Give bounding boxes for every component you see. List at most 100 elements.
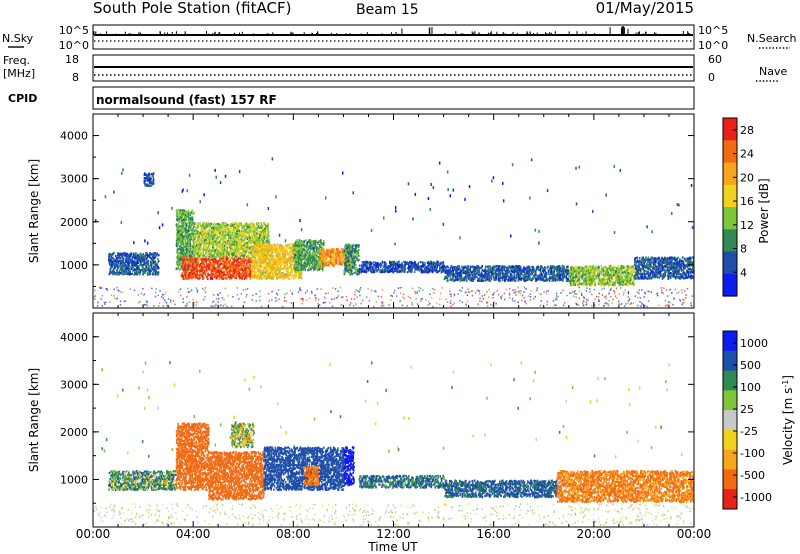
echo-cell: [218, 243, 220, 246]
echo-cell: [187, 229, 189, 232]
echo-cell: [134, 261, 137, 264]
echo-cell: [253, 274, 255, 277]
echo-cell: [253, 223, 255, 226]
echo-cell: [218, 269, 220, 272]
echo-cell: [184, 252, 186, 255]
echo-cell: [120, 260, 122, 263]
ground-scatter-cell: [278, 298, 280, 300]
sparse-echo-cell: [646, 225, 648, 229]
echo-cell: [264, 232, 267, 235]
echo-cell: [191, 232, 193, 235]
sparse-echo-cell: [199, 200, 201, 204]
echo-cell: [196, 249, 199, 253]
echo-cell: [250, 235, 252, 238]
echo-cell: [255, 229, 257, 232]
echo-cell: [258, 244, 260, 247]
ground-scatter-cell: [336, 296, 338, 299]
ground-scatter-cell: [503, 298, 506, 301]
echo-cell: [128, 254, 131, 258]
echo-cell: [176, 237, 179, 240]
ground-scatter-cell: [105, 288, 107, 290]
echo-cell: [153, 182, 155, 185]
ground-scatter-cell: [329, 302, 331, 304]
echo-cell: [249, 258, 251, 261]
echo-cell: [111, 271, 113, 274]
ground-scatter-cell: [204, 287, 207, 289]
ground-scatter-cell: [439, 303, 441, 306]
echo-cell: [177, 237, 179, 240]
echo-cell: [146, 267, 149, 270]
echo-cell: [180, 253, 182, 257]
echo-cell: [109, 271, 111, 274]
echo-cell: [266, 227, 269, 230]
echo-cell: [238, 271, 241, 274]
ground-scatter-cell: [555, 304, 557, 306]
echo-cell: [187, 276, 190, 279]
echo-cell: [255, 251, 257, 254]
echo-cell: [185, 218, 188, 221]
echo-cell: [217, 254, 220, 257]
echo-cell: [211, 239, 213, 243]
ground-scatter-cell: [529, 299, 531, 301]
echo-cell: [214, 228, 216, 231]
sparse-echo-cell: [575, 166, 577, 170]
echo-cell: [245, 222, 248, 225]
echo-cell: [250, 226, 252, 230]
echo-cell: [260, 234, 262, 237]
ground-scatter-cell: [383, 304, 385, 307]
ground-scatter-cell: [192, 298, 194, 301]
echo-cell: [176, 246, 179, 249]
echo-cell: [116, 254, 119, 257]
ground-scatter-cell: [119, 300, 122, 303]
echo-cell: [266, 237, 269, 240]
echo-cell: [139, 254, 141, 257]
ground-scatter-cell: [520, 290, 522, 292]
echo-cell: [235, 270, 238, 273]
echo-cell: [238, 249, 240, 252]
ground-scatter-cell: [196, 289, 199, 291]
echo-cell: [194, 236, 196, 239]
echo-cell: [148, 181, 151, 184]
echo-cell: [255, 245, 258, 248]
echo-cell: [131, 259, 134, 262]
echo-cell: [244, 265, 247, 268]
echo-cell: [175, 212, 178, 215]
ground-scatter-cell: [354, 303, 357, 305]
echo-cell: [195, 264, 197, 267]
echo-cell: [147, 266, 150, 269]
echo-cell: [236, 255, 239, 258]
echo-cell: [280, 272, 282, 275]
echo-cell: [187, 212, 190, 216]
echo-cell: [202, 260, 205, 263]
echo-cell: [262, 235, 265, 238]
echo-cell: [253, 228, 256, 231]
echo-cell: [252, 261, 255, 264]
echo-cell: [180, 238, 183, 241]
echo-cell: [199, 254, 202, 257]
ground-scatter-cell: [578, 297, 581, 299]
echo-cell: [251, 222, 253, 225]
echo-cell: [186, 247, 188, 250]
echo-cell: [218, 246, 221, 249]
echo-cell: [146, 184, 149, 187]
ground-scatter-cell: [570, 292, 572, 294]
echo-cell: [138, 265, 140, 268]
echo-cell: [190, 276, 193, 279]
echo-cell: [153, 268, 156, 271]
echo-cell: [222, 244, 224, 247]
echo-cell: [191, 230, 194, 233]
echo-cell: [177, 255, 179, 258]
ground-scatter-cell: [576, 293, 578, 295]
echo-cell: [192, 216, 194, 219]
ground-scatter-cell: [381, 301, 383, 304]
echo-cell: [115, 273, 117, 276]
echo-cell: [244, 229, 246, 232]
echo-cell: [187, 260, 189, 263]
echo-cell: [217, 231, 220, 234]
echo-cell: [234, 228, 236, 231]
ground-scatter-cell: [370, 289, 373, 292]
ground-scatter-cell: [658, 304, 660, 307]
echo-cell: [222, 238, 224, 241]
ground-scatter-cell: [212, 301, 214, 303]
echo-cell: [201, 238, 203, 241]
